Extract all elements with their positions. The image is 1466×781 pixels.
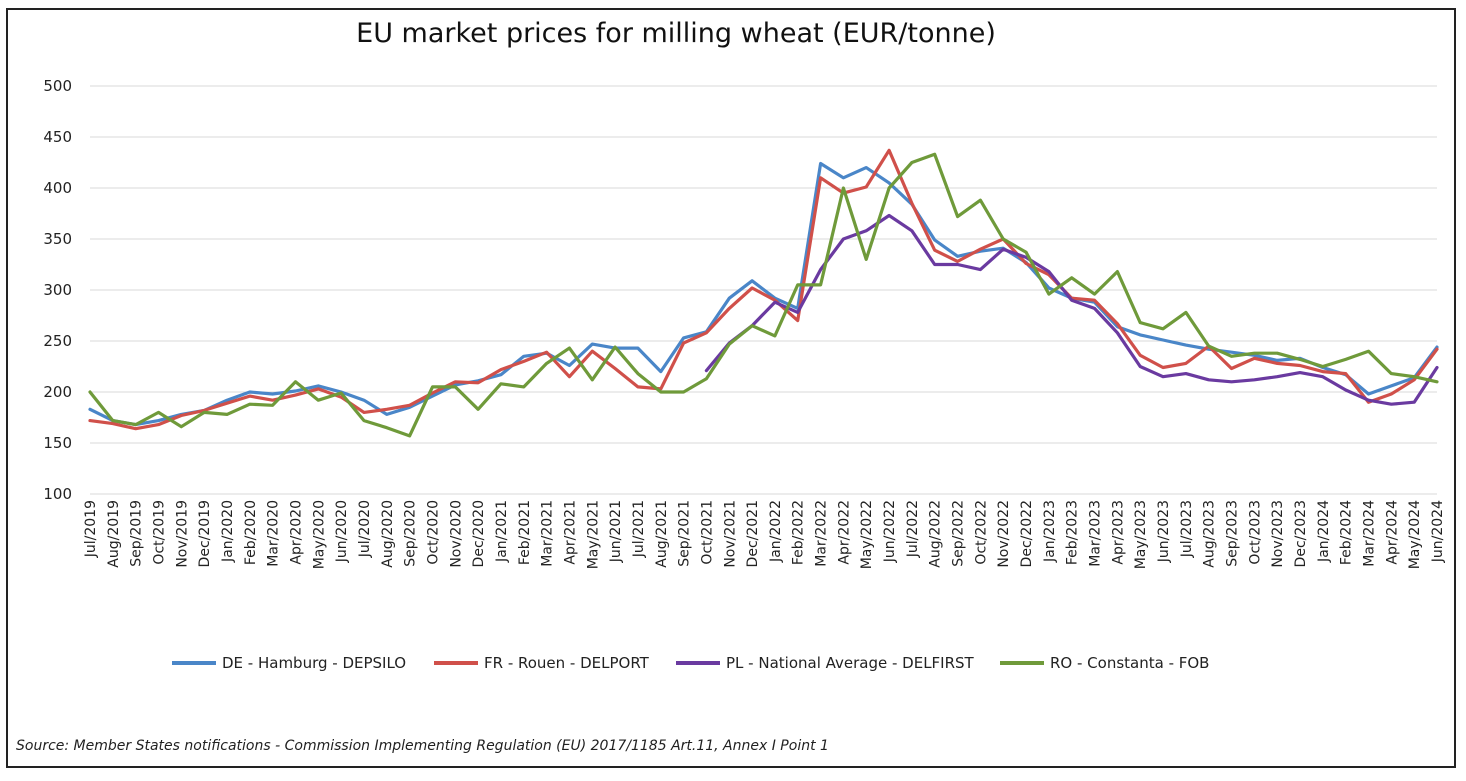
x-tick-label: Mar/2023 [1088, 500, 1104, 567]
x-tick-label: Jun/2021 [608, 500, 624, 563]
x-tick-label: Apr/2020 [288, 500, 304, 565]
x-tick-label: Jul/2020 [357, 500, 373, 558]
legend-label-1: FR - Rouen - DELPORT [484, 654, 650, 672]
x-tick-label: Sep/2021 [677, 500, 693, 567]
x-tick-label: Aug/2021 [654, 500, 670, 568]
x-tick-label: May/2024 [1407, 500, 1423, 569]
y-tick-label: 150 [43, 434, 72, 452]
x-tick-label: Sep/2019 [129, 500, 145, 567]
x-tick-label: Oct/2021 [699, 500, 715, 565]
legend-label-2: PL - National Average - DELFIRST [726, 654, 975, 672]
y-tick-label: 500 [43, 77, 72, 95]
y-tick-label: 350 [43, 230, 72, 248]
x-tick-label: Jun/2020 [334, 500, 350, 563]
x-tick-label: Jul/2022 [905, 500, 921, 558]
x-tick-label: Feb/2020 [243, 500, 259, 565]
x-tick-label: Sep/2023 [1225, 500, 1241, 567]
x-tick-label: Nov/2020 [448, 500, 464, 568]
x-tick-label: Nov/2021 [722, 500, 738, 568]
x-tick-label: Jan/2020 [220, 500, 236, 563]
x-tick-label: Jan/2024 [1316, 500, 1332, 563]
x-tick-label: Jul/2019 [83, 500, 99, 558]
series-lines [88, 148, 1439, 438]
x-tick-label: May/2022 [859, 500, 875, 569]
legend-label-0: DE - Hamburg - DEPSILO [222, 654, 406, 672]
x-axis-ticks: Jul/2019 Aug/2019 Sep/2019 Oct/2019 Nov/2019… [83, 500, 1446, 569]
x-tick-label: Jul/2021 [631, 500, 647, 558]
x-tick-label: Jan/2023 [1042, 500, 1058, 563]
x-tick-label: Apr/2023 [1110, 500, 1126, 565]
x-tick-label: Dec/2019 [197, 500, 213, 567]
x-tick-label: Nov/2023 [1270, 500, 1286, 568]
x-tick-label: Feb/2022 [791, 500, 807, 565]
legend: DE - Hamburg - DEPSILO FR - Rouen - DELPO… [172, 654, 1209, 672]
x-tick-label: Aug/2020 [380, 500, 396, 568]
x-tick-label: Oct/2020 [425, 500, 441, 565]
x-tick-label: Oct/2022 [973, 500, 989, 565]
x-tick-label: Jan/2021 [494, 500, 510, 563]
x-tick-label: Jun/2023 [1156, 500, 1172, 563]
x-tick-label: Dec/2022 [1019, 500, 1035, 567]
chart-frame [6, 8, 1456, 768]
x-tick-label: Apr/2022 [836, 500, 852, 565]
y-axis-ticks: 100 150 200 250 300 350 400 450 500 [43, 77, 72, 503]
series-line-1 [88, 148, 1439, 431]
x-tick-label: Mar/2024 [1362, 500, 1378, 567]
x-tick-label: Feb/2021 [517, 500, 533, 565]
x-tick-label: May/2020 [311, 500, 327, 569]
x-tick-label: Apr/2021 [562, 500, 578, 565]
y-tick-label: 400 [43, 179, 72, 197]
x-tick-label: May/2023 [1133, 500, 1149, 569]
x-tick-label: Oct/2019 [151, 500, 167, 565]
x-tick-label: Jun/2024 [1430, 500, 1446, 563]
x-tick-label: Apr/2024 [1384, 500, 1400, 565]
chart-title: EU market prices for milling wheat (EUR/… [356, 18, 996, 49]
y-tick-label: 250 [43, 332, 72, 350]
x-tick-label: Nov/2022 [996, 500, 1012, 568]
y-tick-label: 450 [43, 128, 72, 146]
x-tick-label: Feb/2024 [1339, 500, 1355, 565]
x-tick-label: Mar/2020 [266, 500, 282, 567]
x-tick-label: Aug/2022 [928, 500, 944, 568]
source-note: Source: Member States notifications - Co… [16, 738, 829, 754]
x-tick-label: Aug/2023 [1202, 500, 1218, 568]
x-tick-label: Jul/2023 [1179, 500, 1195, 558]
x-tick-label: Jan/2022 [768, 500, 784, 563]
x-tick-label: Oct/2023 [1247, 500, 1263, 565]
x-tick-label: Mar/2021 [540, 500, 556, 567]
y-tick-label: 100 [43, 485, 72, 503]
x-tick-label: Sep/2022 [951, 500, 967, 567]
x-tick-label: Nov/2019 [174, 500, 190, 568]
x-tick-label: Dec/2020 [471, 500, 487, 567]
x-tick-label: Sep/2020 [403, 500, 419, 567]
x-tick-label: May/2021 [585, 500, 601, 569]
series-line-3 [88, 152, 1439, 438]
gridlines [90, 85, 1437, 495]
y-tick-label: 200 [43, 383, 72, 401]
series-line-2 [704, 213, 1439, 406]
x-tick-label: Feb/2023 [1065, 500, 1081, 565]
x-tick-label: Dec/2021 [745, 500, 761, 567]
x-tick-label: Jun/2022 [882, 500, 898, 563]
y-tick-label: 300 [43, 281, 72, 299]
x-tick-label: Dec/2023 [1293, 500, 1309, 567]
x-tick-label: Mar/2022 [814, 500, 830, 567]
x-tick-label: Aug/2019 [106, 500, 122, 568]
legend-label-3: RO - Constanta - FOB [1050, 654, 1209, 672]
